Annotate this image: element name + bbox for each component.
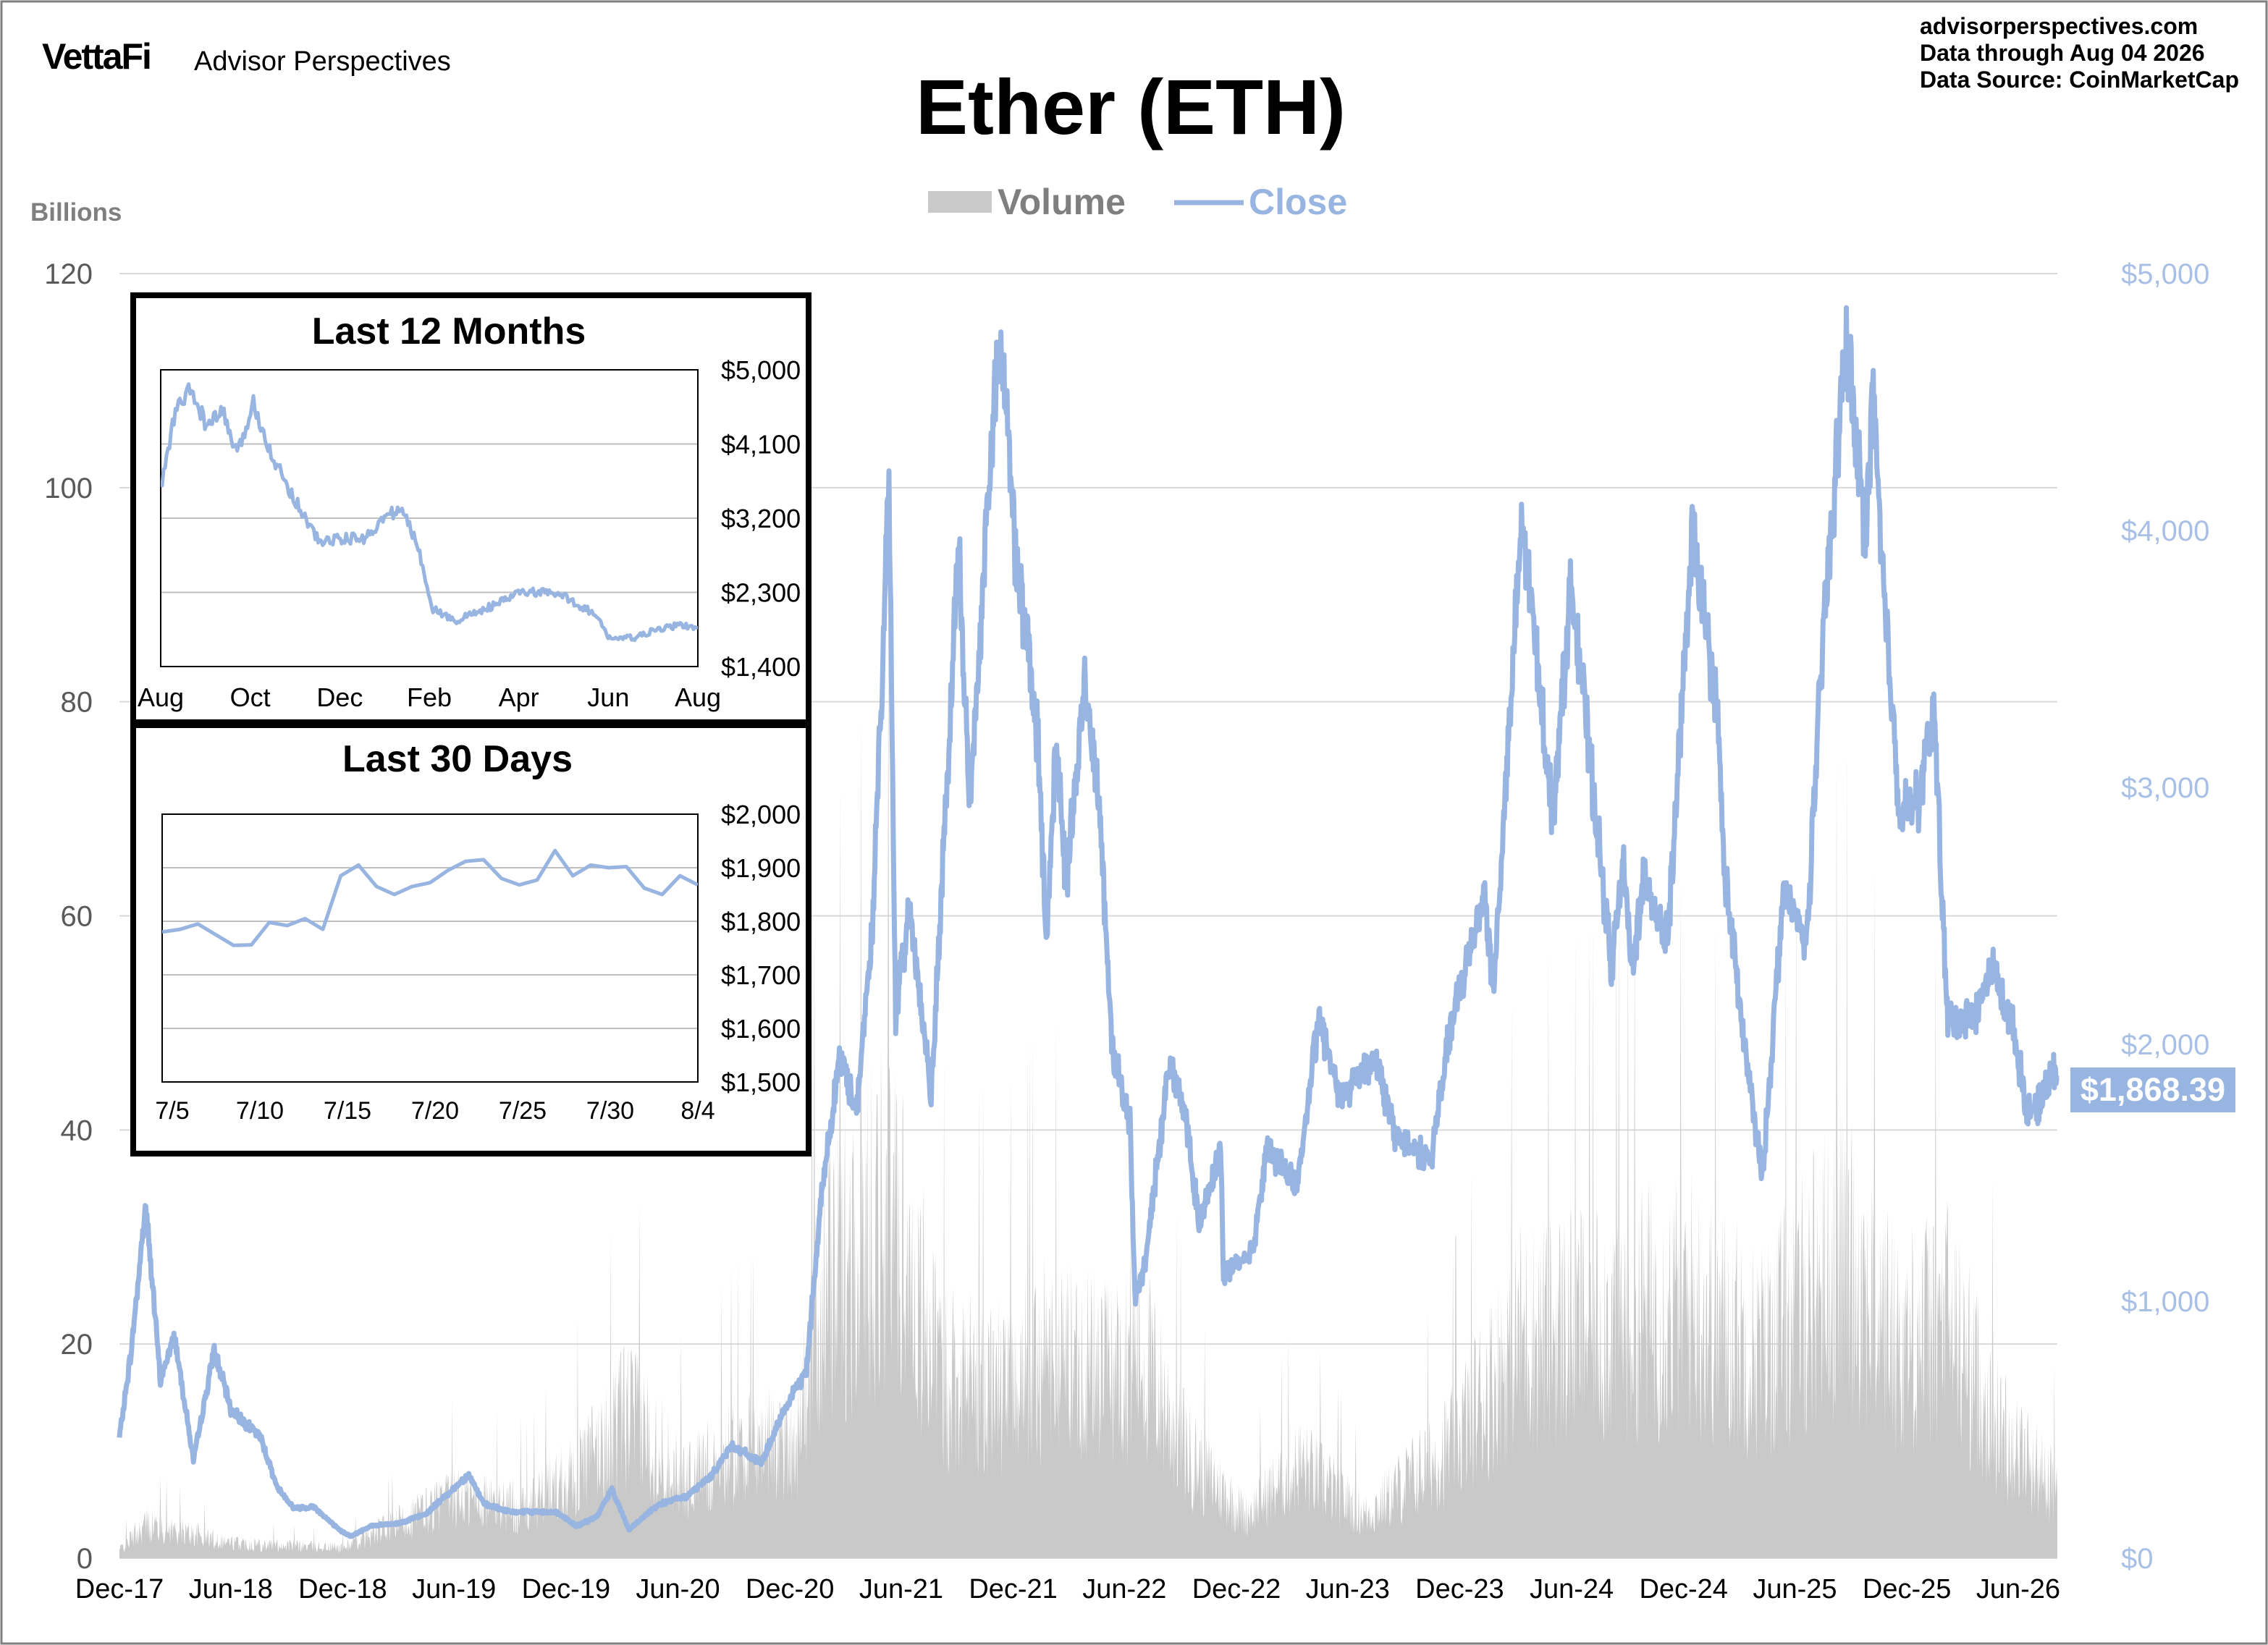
data-source: Data Source: CoinMarketCap — [1920, 67, 2239, 93]
inset-12-months-plot-border — [160, 369, 699, 667]
x-axis-tick-label: Dec-25 — [1863, 1574, 1952, 1604]
inset-30-days-frame — [130, 722, 811, 1156]
inset-12-months-x-tick-label: Aug — [138, 682, 184, 712]
inset-30-days-x-tick-label: 7/25 — [499, 1097, 547, 1125]
x-axis-tick-label: Dec-19 — [522, 1574, 611, 1604]
x-axis-tick-label: Dec-20 — [746, 1574, 835, 1604]
x-axis-tick-label: Dec-18 — [298, 1574, 387, 1604]
brand-logo-text: VettaFi — [42, 36, 151, 77]
last-close-value: $1,868.39 — [2081, 1071, 2225, 1108]
x-axis-tick-label: Jun-20 — [636, 1574, 720, 1604]
x-axis-tick-label: Dec-17 — [75, 1574, 164, 1604]
inset-30-days: Last 30 Days $1,500$1,600$1,700$1,800$1,… — [130, 722, 811, 1156]
inset-30-days-y-tick-label: $1,800 — [721, 907, 801, 936]
inset-30-days-close-line — [162, 848, 698, 947]
data-through: Data through Aug 04 2026 — [1920, 40, 2205, 66]
inset-12-months-x-tick-label: Apr — [499, 682, 539, 712]
last-close-badge: $1,868.39 — [2070, 1067, 2235, 1112]
left-axis-tick-label: 60 — [61, 901, 93, 933]
inset-30-days-x-tick-label: 8/4 — [680, 1097, 714, 1125]
right-axis-tick-label: $0 — [2121, 1543, 2154, 1575]
x-axis-tick-label: Jun-18 — [189, 1574, 273, 1604]
inset-12-months-frame — [130, 292, 811, 725]
left-axis-ticks: 0 20 40 60 80 100 120 — [44, 258, 93, 1575]
inset-12-months-line — [161, 382, 698, 643]
right-axis-tick-label: $4,000 — [2121, 515, 2209, 547]
inset-12-months-y-tick-label: $5,000 — [721, 355, 801, 385]
inset-30-days-y-tick-label: $1,600 — [721, 1014, 801, 1044]
left-axis-tick-label: 40 — [61, 1115, 93, 1146]
volume-area — [119, 602, 2057, 1558]
x-axis-tick-label: Jun-23 — [1306, 1574, 1390, 1604]
last-close-badge-bg — [2070, 1067, 2235, 1112]
legend: Volume Close — [928, 182, 1347, 222]
left-axis-tick-label: 20 — [61, 1329, 93, 1361]
inset-30-days-y-tick-label: $1,700 — [721, 960, 801, 990]
right-axis-tick-label: $1,000 — [2121, 1286, 2209, 1318]
inset-30-days-y-tick-label: $1,900 — [721, 853, 801, 883]
right-axis-tick-label: $2,000 — [2121, 1029, 2209, 1061]
inset-12-months-x-tick-label: Jun — [587, 682, 629, 712]
inset-12-months-x-tick-label: Oct — [230, 682, 271, 712]
inset-30-days-plot-border — [161, 813, 699, 1083]
left-axis-label: Billions — [30, 198, 122, 227]
brand-logo: VettaFi — [42, 36, 152, 77]
site-url: advisorperspectives.com — [1920, 13, 2198, 39]
inset-12-months-x-ticks: Aug Oct Dec Feb Apr Jun Aug — [138, 682, 721, 712]
x-axis-ticks: Dec-17 Jun-18 Dec-18 Jun-19 Dec-19 Jun-20 Dec-… — [75, 1574, 2060, 1604]
inset-12-months-y-tick-label: $3,200 — [721, 504, 801, 533]
inset-30-days-y-tick-label: $2,000 — [721, 800, 801, 829]
x-axis-tick-label: Jun-24 — [1530, 1574, 1614, 1604]
inset-30-days-y-ticks: $1,500 $1,600 $1,700 $1,800 $1,900 $2,000 — [721, 800, 801, 1097]
close-line-layer — [117, 305, 2060, 1539]
close-line — [117, 305, 2060, 1539]
inset-12-months-x-tick-label: Dec — [316, 682, 363, 712]
inset-12-months-y-ticks: $1,400 $2,300 $3,200 $4,100 $5,000 — [721, 355, 801, 682]
inset-30-days-title: Last 30 Days — [342, 738, 573, 780]
legend-volume-label: Volume — [998, 182, 1126, 222]
inset-30-days-x-tick-label: 7/15 — [324, 1097, 371, 1125]
right-axis-tick-label: $5,000 — [2121, 258, 2209, 290]
inset-12-months-x-tick-label: Feb — [407, 682, 452, 712]
x-axis-tick-label: Jun-19 — [412, 1574, 496, 1604]
right-axis-tick-label: $3,000 — [2121, 772, 2209, 804]
x-axis-tick-label: Jun-26 — [1976, 1574, 2060, 1604]
x-axis-tick-label: Dec-21 — [969, 1574, 1058, 1604]
left-axis-tick-label: 0 — [77, 1543, 93, 1575]
inset-12-months-y-tick-label: $1,400 — [721, 652, 801, 682]
x-axis-tick-label: Dec-24 — [1639, 1574, 1728, 1604]
inset-30-days-x-tick-label: 7/5 — [155, 1097, 189, 1125]
inset-12-months-y-tick-label: $2,300 — [721, 578, 801, 608]
left-axis-tick-label: 120 — [44, 258, 93, 290]
x-axis-tick-label: Dec-23 — [1415, 1574, 1504, 1604]
inset-30-days-x-tick-label: 7/10 — [236, 1097, 284, 1125]
legend-close-label: Close — [1249, 182, 1347, 222]
inset-30-days-x-tick-label: 7/20 — [411, 1097, 459, 1125]
left-axis-tick-label: 100 — [44, 473, 93, 504]
inset-30-days-y-tick-label: $1,500 — [721, 1067, 801, 1097]
right-axis-ticks: $0 $1,000 $2,000 $3,000 $4,000 $5,000 — [2121, 258, 2209, 1575]
x-axis-tick-label: Dec-22 — [1192, 1574, 1281, 1604]
inset-12-months-close-line — [161, 382, 698, 643]
x-axis-tick-label: Jun-21 — [859, 1574, 943, 1604]
inset-30-days-line — [162, 848, 698, 947]
inset-30-days-x-ticks: 7/5 7/10 7/15 7/20 7/25 7/30 8/4 — [155, 1097, 714, 1125]
left-axis-tick-label: 80 — [61, 687, 93, 719]
inset-12-months-y-tick-label: $4,100 — [721, 430, 801, 460]
x-axis-tick-label: Jun-22 — [1082, 1574, 1166, 1604]
inset-30-days-x-tick-label: 7/30 — [586, 1097, 634, 1125]
chart-title: Ether (ETH) — [916, 63, 1346, 151]
volume-area-layer — [119, 602, 2057, 1558]
x-axis-tick-label: Jun-25 — [1753, 1574, 1837, 1604]
inset-12-months-title: Last 12 Months — [312, 310, 586, 352]
brand-name: Advisor Perspectives — [194, 46, 451, 77]
inset-12-months-x-tick-label: Aug — [675, 682, 721, 712]
inset-12-months: Last 12 Months $1,400$2,300$3,200$4,100$… — [130, 292, 811, 725]
legend-volume-swatch — [928, 191, 992, 213]
